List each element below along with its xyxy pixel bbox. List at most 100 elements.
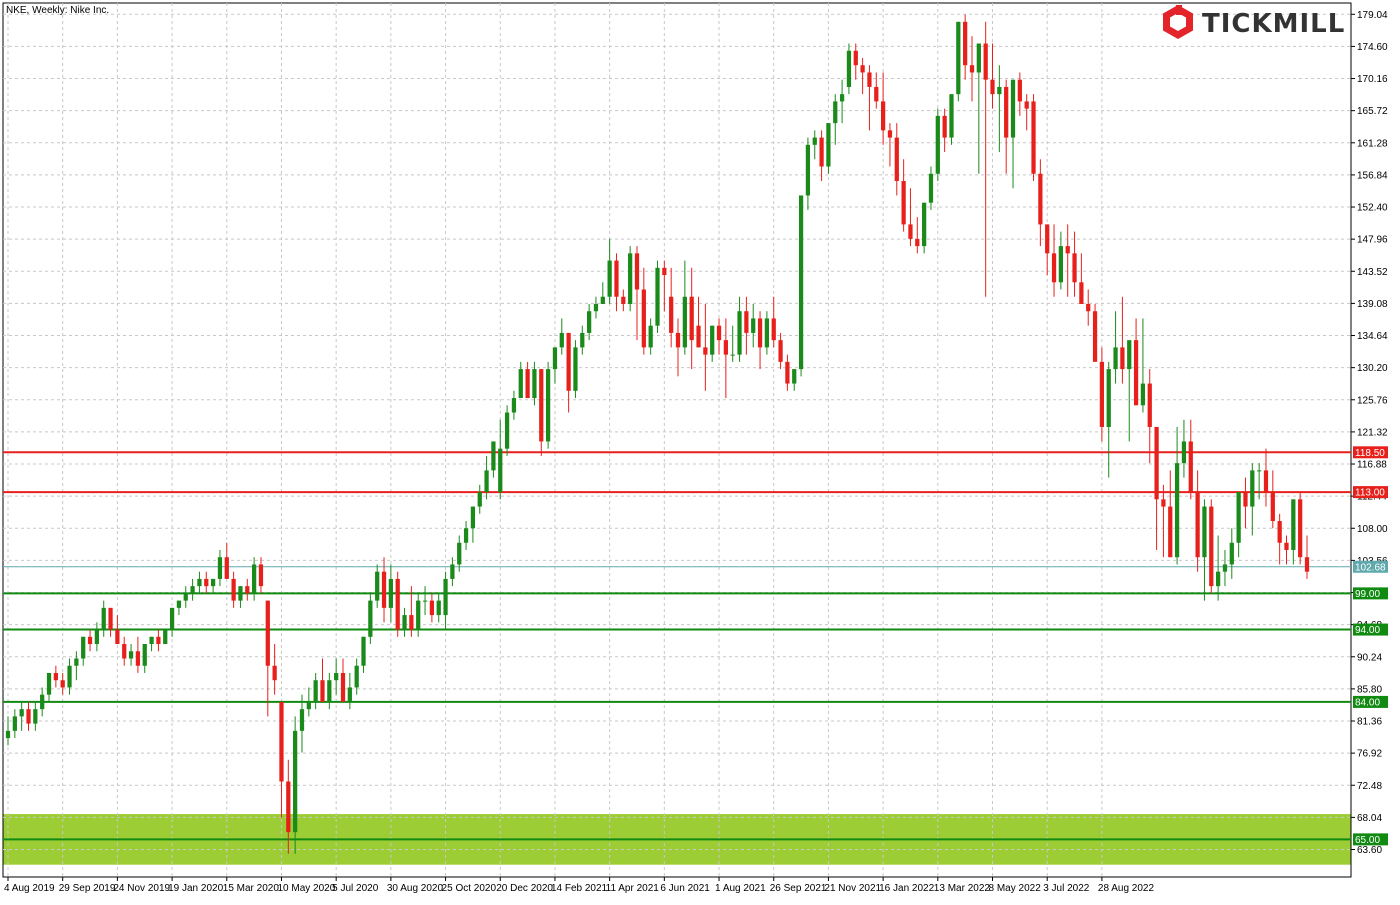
x-tick-label: 4 Aug 2019 (4, 883, 55, 894)
y-tick-label: 165.72 (1357, 106, 1388, 117)
level-labels-layer: 118.50 113.00 99.00 94.00 84.00 65.00 102.68 (1353, 446, 1388, 846)
candle-body (983, 43, 988, 80)
price-level-label: 118.50 (1355, 448, 1385, 459)
candle-body (963, 21, 968, 66)
price-level-label-box (1353, 623, 1388, 636)
candle-body (128, 651, 134, 659)
candle-body (395, 578, 400, 630)
candle-body (1024, 101, 1029, 109)
candle-body (176, 600, 182, 608)
candle-body (1181, 441, 1187, 464)
x-tick-label: 13 Mar 2022 (934, 883, 991, 894)
candle-body (634, 253, 640, 290)
candle-body (839, 94, 845, 102)
candle-body (1161, 499, 1166, 507)
candle-body (819, 137, 824, 167)
candle-body (1140, 383, 1146, 406)
y-tick-label: 179.04 (1357, 10, 1388, 21)
candle-body (463, 528, 469, 543)
candle-body (757, 318, 763, 348)
candle-body (539, 369, 544, 442)
candle-body (1079, 282, 1084, 304)
candle-body (922, 202, 927, 247)
candle-body (1229, 542, 1234, 565)
candle-body (1154, 426, 1159, 500)
candle-body (19, 709, 24, 717)
candle-body (26, 709, 31, 724)
tickmill-logo-icon (1163, 5, 1193, 39)
candle-body (1263, 470, 1269, 493)
candle-body (409, 615, 414, 630)
candle-body (545, 369, 551, 442)
candle-body (1127, 340, 1132, 370)
candle-body (723, 340, 728, 355)
candle-body (108, 607, 113, 630)
candle-body (1133, 340, 1139, 406)
candle-body (853, 50, 858, 66)
candle-body (1202, 506, 1207, 558)
candle-body (101, 607, 106, 630)
price-level-label-box (1353, 587, 1388, 600)
candle-body (600, 296, 605, 304)
candle-body (313, 680, 318, 702)
candle-body (1038, 173, 1043, 225)
candle-body (812, 137, 817, 145)
candle-body (641, 289, 646, 348)
candle-body (436, 600, 441, 616)
candle-body (293, 730, 298, 833)
candle-body (504, 412, 510, 449)
candle-body (197, 578, 202, 587)
candle-body (1298, 499, 1303, 558)
price-level-label: 113.00 (1355, 488, 1385, 499)
candle-body (1099, 361, 1105, 427)
candle-body (231, 578, 236, 601)
candle-body (156, 636, 161, 645)
candle-body (53, 672, 58, 681)
candle-body (696, 325, 701, 348)
candle-body (1065, 246, 1070, 254)
candle-body (874, 86, 879, 102)
candle-body (1304, 557, 1310, 572)
candles-layer (5, 14, 1310, 854)
candle-body (135, 651, 141, 666)
brand-name: TICKMILL (1202, 9, 1345, 39)
candle-body (669, 296, 674, 333)
candle-body (805, 144, 811, 196)
candle-body (327, 680, 332, 702)
candle-body (682, 296, 687, 348)
y-tick-label: 125.76 (1357, 395, 1388, 406)
candle-body (901, 180, 906, 225)
candle-body (87, 636, 93, 645)
candle-body (566, 332, 571, 391)
candle-body (1216, 571, 1221, 587)
candle-body (169, 607, 175, 630)
candle-body (1243, 492, 1248, 507)
candle-body (689, 296, 694, 341)
candle-body (258, 564, 264, 587)
candle-body (785, 361, 790, 384)
candle-body (142, 644, 147, 666)
candle-body (422, 600, 428, 602)
candle-body (764, 318, 770, 348)
candle-body (1017, 79, 1022, 102)
price-level-label-box (1353, 486, 1388, 499)
y-tick-label: 68.04 (1357, 813, 1382, 824)
candle-body (286, 781, 291, 833)
candle-body (628, 253, 633, 304)
brand-logo: TICKMILL (1163, 5, 1345, 39)
candle-body (1277, 521, 1282, 543)
candle-body (74, 658, 79, 666)
candle-body (593, 303, 599, 312)
current-price-label: 102.68 (1355, 562, 1386, 573)
candle-body (532, 369, 537, 399)
candle-body (1031, 101, 1036, 174)
candle-body (1051, 253, 1057, 283)
candle-body (477, 492, 482, 507)
y-tick-label: 174.60 (1357, 42, 1388, 53)
y-tick-label: 108.00 (1357, 524, 1388, 535)
candle-body (402, 615, 407, 630)
y-tick-label: 134.64 (1357, 331, 1388, 342)
candle-body (81, 636, 86, 659)
candle-body (573, 347, 578, 391)
